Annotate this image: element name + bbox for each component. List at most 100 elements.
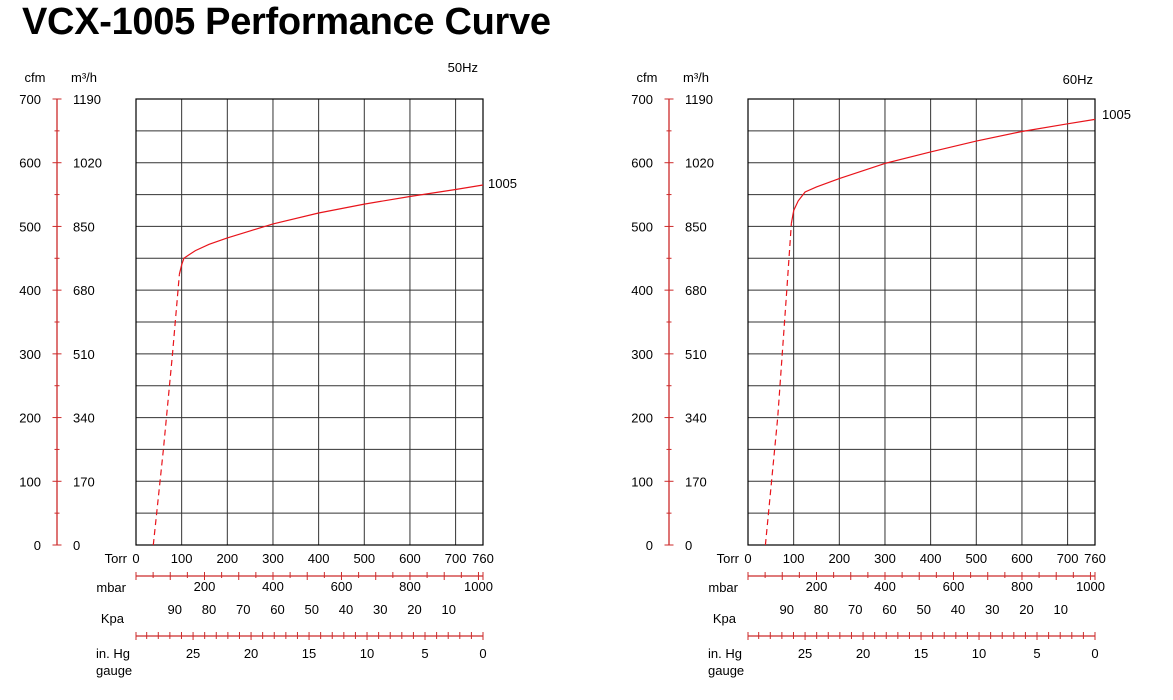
mbar-tick-label: 800 <box>1011 579 1033 594</box>
cfm-tick-label: 500 <box>631 219 653 234</box>
m3h-tick-label: 510 <box>73 347 95 362</box>
torr-tick-label: 100 <box>171 551 193 566</box>
m3h-tick-label: 680 <box>685 283 707 298</box>
kpa-tick-label: 70 <box>848 602 862 617</box>
curve-1005-dashed <box>764 223 792 546</box>
kpa-tick-label: 50 <box>917 602 931 617</box>
torr-tick-label: 400 <box>308 551 330 566</box>
kpa-tick-label: 10 <box>442 602 456 617</box>
curve-1005-solid <box>790 118 1096 224</box>
m3h-tick-label: 510 <box>685 347 707 362</box>
inhg-tick-label: 25 <box>186 646 200 661</box>
cfm-tick-label: 100 <box>631 474 653 489</box>
kpa-tick-label: 60 <box>882 602 896 617</box>
kpa-scale-title: Kpa <box>101 611 125 626</box>
inhg-tick-label: 25 <box>798 646 812 661</box>
kpa-tick-label: 90 <box>168 602 182 617</box>
m3h-tick-label: 170 <box>73 474 95 489</box>
inhg-scale-title: in. Hg <box>708 646 742 661</box>
cfm-tick-label: 700 <box>631 92 653 107</box>
torr-axis-title: Torr <box>105 551 128 566</box>
m3h-tick-label: 0 <box>685 538 692 553</box>
kpa-tick-label: 30 <box>373 602 387 617</box>
inhg-scale-title-gauge: gauge <box>96 663 132 678</box>
cfm-tick-label: 400 <box>631 283 653 298</box>
m3h-tick-label: 850 <box>685 219 707 234</box>
torr-axis-title: Torr <box>717 551 740 566</box>
inhg-tick-label: 20 <box>856 646 870 661</box>
torr-tick-label: 200 <box>216 551 238 566</box>
cfm-tick-label: 400 <box>19 283 41 298</box>
torr-tick-label: 0 <box>744 551 751 566</box>
frequency-label: 60Hz <box>1063 72 1093 87</box>
mbar-scale-title: mbar <box>708 580 738 595</box>
curve-1005-dashed <box>152 274 180 546</box>
kpa-tick-label: 20 <box>1019 602 1033 617</box>
cfm-axis-title: cfm <box>25 70 46 85</box>
inhg-tick-label: 5 <box>1033 646 1040 661</box>
cfm-tick-label: 600 <box>19 156 41 171</box>
m3h-tick-label: 0 <box>73 538 80 553</box>
series-label-1005: 1005 <box>488 176 517 191</box>
cfm-tick-label: 200 <box>631 411 653 426</box>
series-label-1005: 1005 <box>1102 107 1131 122</box>
torr-tick-label: 300 <box>874 551 896 566</box>
cfm-axis-title: cfm <box>637 70 658 85</box>
inhg-tick-label: 5 <box>421 646 428 661</box>
kpa-tick-label: 50 <box>305 602 319 617</box>
cfm-tick-label: 500 <box>19 219 41 234</box>
torr-tick-label: 400 <box>920 551 942 566</box>
inhg-tick-label: 15 <box>302 646 316 661</box>
curve-1005-solid <box>178 184 484 275</box>
kpa-tick-label: 30 <box>985 602 999 617</box>
cfm-tick-label: 300 <box>19 347 41 362</box>
cfm-tick-label: 700 <box>19 92 41 107</box>
cfm-tick-label: 200 <box>19 411 41 426</box>
m3h-tick-label: 1020 <box>685 156 714 171</box>
cfm-tick-label: 100 <box>19 474 41 489</box>
kpa-tick-label: 80 <box>202 602 216 617</box>
m3h-tick-label: 850 <box>73 219 95 234</box>
inhg-scale-title: in. Hg <box>96 646 130 661</box>
grid <box>747 98 1096 546</box>
inhg-scale-title-gauge: gauge <box>708 663 744 678</box>
mbar-tick-label: 400 <box>262 579 284 594</box>
kpa-tick-label: 10 <box>1054 602 1068 617</box>
kpa-tick-label: 40 <box>951 602 965 617</box>
mbar-tick-label: 600 <box>943 579 965 594</box>
kpa-tick-label: 90 <box>780 602 794 617</box>
plot-frame <box>747 98 1096 546</box>
kpa-tick-label: 20 <box>407 602 421 617</box>
mbar-tick-label: 200 <box>806 579 828 594</box>
kpa-scale-title: Kpa <box>713 611 737 626</box>
torr-tick-label: 100 <box>783 551 805 566</box>
kpa-tick-label: 40 <box>339 602 353 617</box>
torr-tick-label: 700 <box>1057 551 1079 566</box>
kpa-tick-label: 60 <box>270 602 284 617</box>
m3h-tick-label: 340 <box>73 411 95 426</box>
m3h-tick-label: 1020 <box>73 156 102 171</box>
cfm-tick-label: 600 <box>631 156 653 171</box>
m3h-axis-title: m³/h <box>71 70 97 85</box>
cfm-tick-label: 300 <box>631 347 653 362</box>
inhg-tick-label: 10 <box>972 646 986 661</box>
torr-tick-label: 500 <box>353 551 375 566</box>
mbar-tick-label: 800 <box>399 579 421 594</box>
grid <box>135 98 484 546</box>
torr-tick-label: 760 <box>1084 551 1106 566</box>
torr-tick-label: 0 <box>132 551 139 566</box>
mbar-tick-label: 1000 <box>464 579 493 594</box>
mbar-tick-label: 200 <box>194 579 216 594</box>
torr-tick-label: 760 <box>472 551 494 566</box>
kpa-tick-label: 80 <box>814 602 828 617</box>
inhg-tick-label: 0 <box>1091 646 1098 661</box>
m3h-axis-title: m³/h <box>683 70 709 85</box>
torr-tick-label: 600 <box>1011 551 1033 566</box>
plot-frame <box>135 98 484 546</box>
torr-tick-label: 500 <box>965 551 987 566</box>
inhg-tick-label: 10 <box>360 646 374 661</box>
torr-tick-label: 300 <box>262 551 284 566</box>
